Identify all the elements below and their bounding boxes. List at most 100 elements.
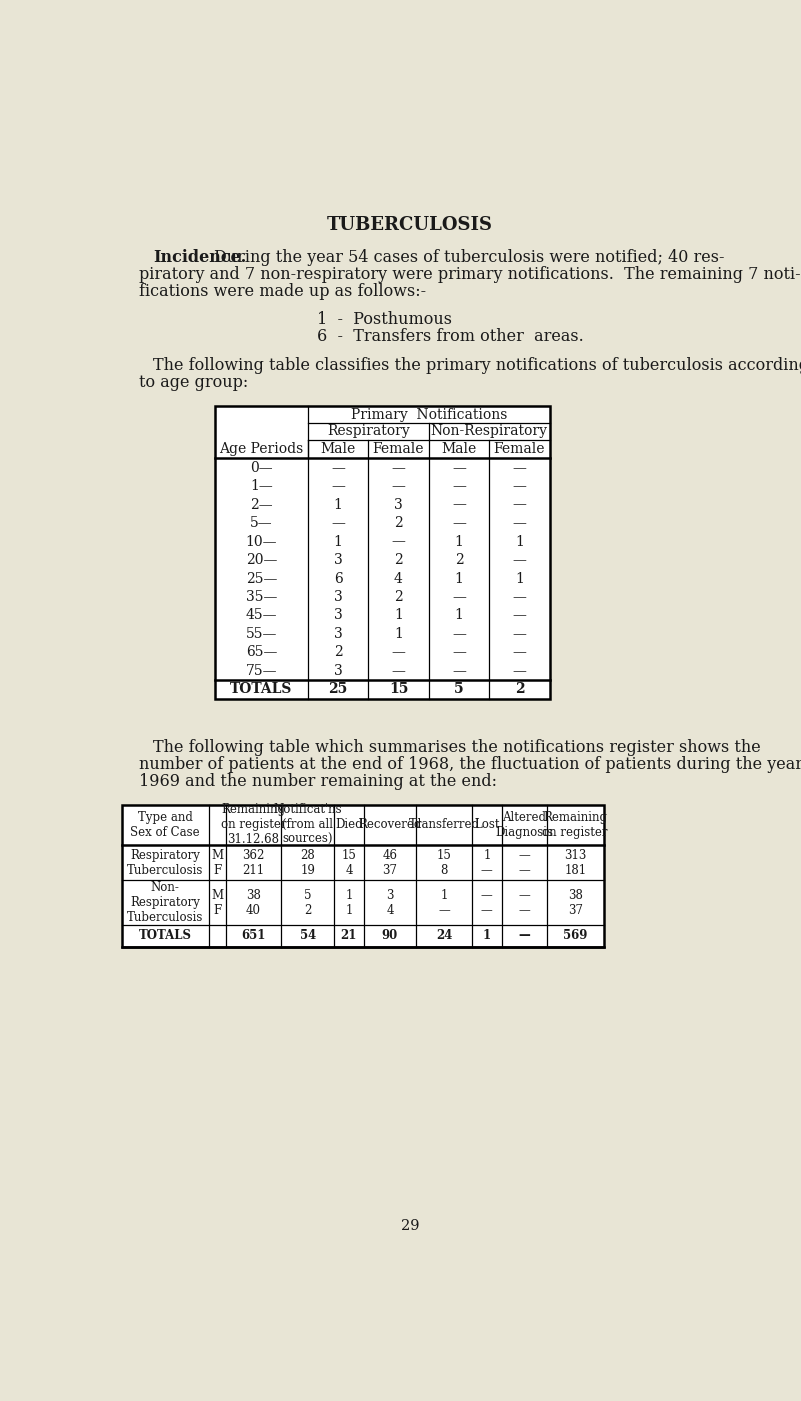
Text: 24: 24 [436,929,453,943]
Text: 25: 25 [328,682,348,696]
Text: 1: 1 [394,608,403,622]
Text: 28
19: 28 19 [300,849,316,877]
Text: 54: 54 [300,929,316,943]
Text: During the year 54 cases of tuberculosis were notified; 40 res-: During the year 54 cases of tuberculosis… [214,249,725,266]
Text: Died: Died [335,818,363,831]
Text: —: — [452,646,466,660]
Text: 2: 2 [514,682,524,696]
Text: —: — [513,479,526,493]
Text: 2: 2 [394,553,403,567]
Text: Non-
Respiratory
Tuberculosis: Non- Respiratory Tuberculosis [127,881,203,925]
Text: fications were made up as follows:-: fications were made up as follows:- [139,283,426,300]
Text: —: — [513,553,526,567]
Text: 2: 2 [455,553,463,567]
Text: 6: 6 [334,572,342,586]
Text: 10—: 10— [246,535,277,549]
Text: Remaining
on register
31.12.68: Remaining on register 31.12.68 [221,803,286,846]
Text: Recovered: Recovered [358,818,421,831]
Text: 2: 2 [334,646,342,660]
Text: —: — [392,646,405,660]
Text: M
F: M F [211,849,223,877]
Text: 55—: 55— [246,628,277,642]
Text: —
—: — — [481,888,493,916]
Text: —: — [331,461,345,475]
Text: 651: 651 [241,929,266,943]
Text: 2: 2 [394,590,403,604]
Text: 15: 15 [388,682,409,696]
Text: —: — [518,929,530,943]
Text: 1—: 1— [250,479,272,493]
Text: Lost: Lost [474,818,500,831]
Text: 29: 29 [400,1219,420,1233]
Text: Transferred: Transferred [409,818,480,831]
Text: number of patients at the end of 1968, the fluctuation of patients during the ye: number of patients at the end of 1968, t… [139,755,801,772]
Text: The following table which summarises the notifications register shows the: The following table which summarises the… [153,738,761,755]
Text: 1
1: 1 1 [345,888,352,916]
Text: —: — [331,479,345,493]
Text: 65—: 65— [246,646,277,660]
Text: —
—: — — [518,849,530,877]
Text: TUBERCULOSIS: TUBERCULOSIS [327,216,493,234]
Text: 2—: 2— [250,497,272,511]
Text: —: — [513,590,526,604]
Text: 313
181: 313 181 [564,849,586,877]
Text: —: — [452,628,466,642]
Text: 1: 1 [333,535,343,549]
Text: —: — [452,516,466,530]
Text: —: — [513,664,526,678]
Text: 35—: 35— [246,590,277,604]
Text: —: — [392,535,405,549]
Text: 20—: 20— [246,553,277,567]
Text: 569: 569 [563,929,587,943]
Text: 1: 1 [515,572,524,586]
Text: Type and
Sex of Case: Type and Sex of Case [131,811,200,839]
Text: 38
40: 38 40 [246,888,261,916]
Text: 1
—: 1 — [481,849,493,877]
Text: 1: 1 [333,497,343,511]
Text: 38
37: 38 37 [568,888,582,916]
Text: 3: 3 [334,628,342,642]
Text: Respiratory: Respiratory [327,425,409,439]
Text: 90: 90 [382,929,398,943]
Text: piratory and 7 non-respiratory were primary notifications.  The remaining 7 noti: piratory and 7 non-respiratory were prim… [139,266,800,283]
Text: 1
—: 1 — [438,888,450,916]
Text: 21: 21 [340,929,357,943]
Text: TOTALS: TOTALS [139,929,191,943]
Text: M
F: M F [211,888,223,916]
Text: —: — [392,479,405,493]
Text: 4: 4 [394,572,403,586]
Text: —: — [452,479,466,493]
Text: —: — [452,590,466,604]
Text: —: — [513,461,526,475]
Text: 362
211: 362 211 [243,849,265,877]
Text: —: — [392,461,405,475]
Text: Remaining
on register: Remaining on register [542,811,608,839]
Bar [215,406,549,699]
Text: 3: 3 [334,553,342,567]
Text: —: — [513,497,526,511]
Text: 3: 3 [334,608,342,622]
Text: 1969 and the number remaining at the end:: 1969 and the number remaining at the end… [139,772,497,790]
Text: Primary  Notifications: Primary Notifications [351,408,507,422]
Text: —: — [513,608,526,622]
Text: 0—: 0— [250,461,272,475]
Text: —: — [392,664,405,678]
Text: 25—: 25— [246,572,277,586]
Text: 3
4: 3 4 [386,888,394,916]
Bar [122,806,604,947]
Text: —: — [513,646,526,660]
Text: 3: 3 [334,664,342,678]
Text: 5—: 5— [250,516,272,530]
Text: Male: Male [320,443,356,457]
Text: The following table classifies the primary notifications of tuberculosis accordi: The following table classifies the prima… [153,357,801,374]
Text: Notificat'ns
(from all
sources): Notificat'ns (from all sources) [273,803,342,846]
Text: 2: 2 [394,516,403,530]
Text: —: — [331,516,345,530]
Text: 5: 5 [454,682,464,696]
Text: to age group:: to age group: [139,374,248,391]
Text: —: — [452,497,466,511]
Text: TOTALS: TOTALS [230,682,292,696]
Text: 3: 3 [394,497,403,511]
Text: —: — [513,628,526,642]
Text: 6  -  Transfers from other  areas.: 6 - Transfers from other areas. [317,328,584,345]
